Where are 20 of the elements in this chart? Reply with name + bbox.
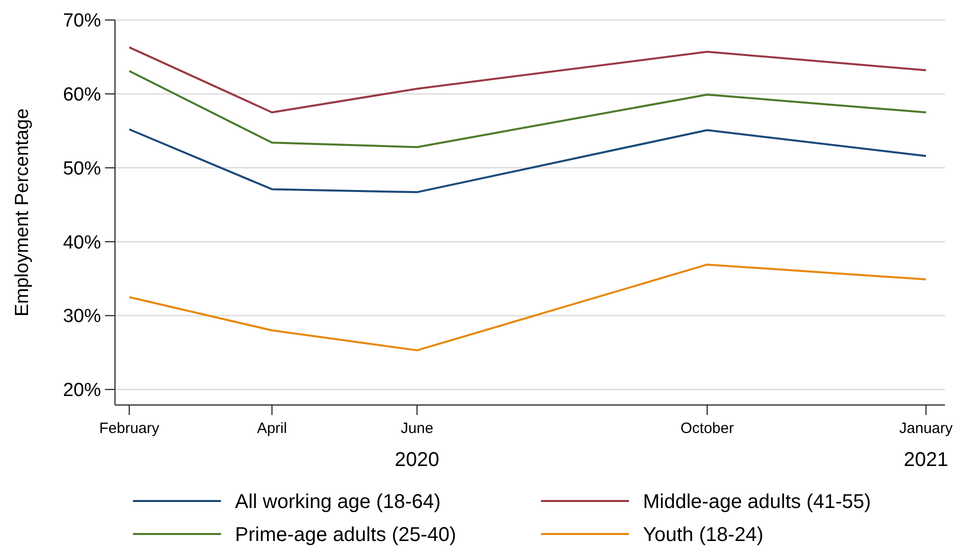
x-tick-label: April (256, 420, 287, 437)
x-tick-label: January 2021 (899, 420, 954, 471)
legend-label: Middle-age adults (41-55) (643, 491, 871, 513)
line-series (128, 70, 927, 148)
y-tick-label: 40% (62, 232, 102, 254)
x-tick-label: October (680, 420, 734, 437)
line-series (128, 264, 927, 352)
y-axis-title: Employment Percentage (12, 108, 33, 317)
y-tick-label: 70% (62, 10, 102, 32)
y-tick-label: 30% (62, 306, 102, 328)
y-tick-label: 50% (62, 158, 102, 180)
y-tick-label: 60% (62, 84, 102, 106)
x-tick-label: June 2020 (394, 420, 440, 471)
line-series (128, 128, 927, 194)
legend-label: All working age (18-64) (235, 491, 441, 513)
x-tick-label: February (99, 420, 160, 437)
y-tick-label: 20% (62, 380, 102, 402)
legend-label: Youth (18-24) (643, 524, 764, 546)
legend-label: Prime-age adults (25-40) (235, 524, 456, 546)
line-series (128, 46, 927, 114)
